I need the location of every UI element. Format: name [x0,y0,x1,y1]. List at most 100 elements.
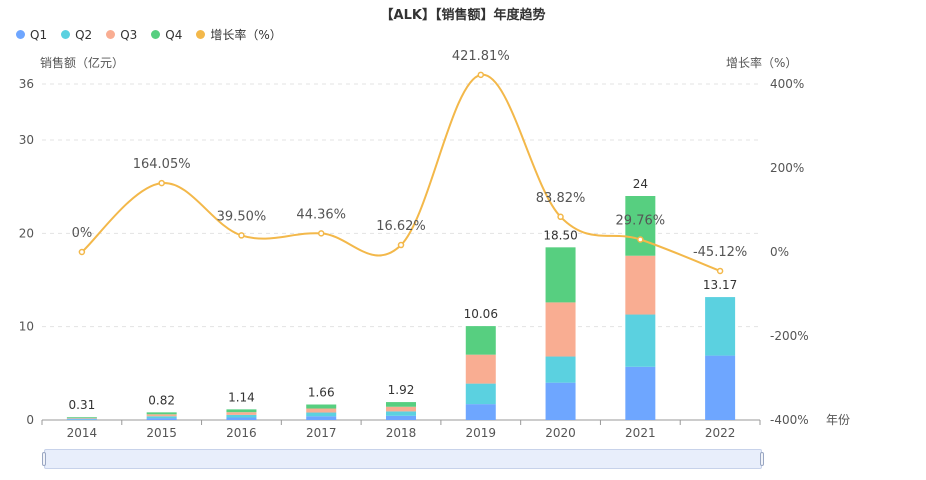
bar-segment-q1 [465,404,496,420]
growth-point [78,248,86,256]
legend-marker-q2 [61,30,71,39]
bar-segment-q4 [146,412,177,415]
bar-segment-q4 [625,196,656,256]
data-zoom-slider[interactable] [42,449,764,469]
bar-segment-q2 [705,297,736,356]
data-zoom-handle-end[interactable] [760,452,764,466]
x-tick-label: 2014 [67,426,98,440]
legend-item-growth[interactable]: 增长率（%） [196,26,282,43]
chart-title: 【ALK】【销售额】年度趋势 [380,8,546,23]
legend-marker-growth [196,30,206,39]
growth-point [637,236,644,243]
y-tick-label-right: 400% [770,77,804,91]
bar-segment-q1 [625,366,656,420]
bar-total-label: 18.50 [543,228,577,242]
bar-segment-q4 [386,402,416,407]
x-tick-label: 2019 [466,426,497,440]
bar-segment-q2 [306,412,337,417]
legend-item-q1[interactable]: Q1 [16,26,47,43]
y-axis-right-label: 增长率（%） [726,56,798,70]
bar-total-label: 0.31 [69,398,96,412]
y-tick-label-right: -400% [770,413,809,427]
y-tick-label-left: 36 [19,77,34,91]
growth-point [477,71,485,79]
bar-segment-q3 [386,406,416,412]
growth-label: 16.62% [376,219,426,234]
growth-point [158,179,165,187]
x-axis-label: 年份 [826,413,851,427]
legend-item-q2[interactable]: Q2 [61,26,92,43]
x-tick-label: 2018 [386,426,417,440]
growth-point [317,230,325,237]
x-tick-label: 2022 [705,426,736,440]
x-tick-label: 2016 [226,426,257,440]
bar-segment-q4 [66,417,97,418]
legend-label-q3: Q3 [120,27,138,42]
growth-label: 83.82% [536,191,586,206]
bar-segment-q1 [386,415,416,420]
x-tick-label: 2017 [306,426,337,440]
bar-segment-q3 [625,255,656,315]
legend-label-q4: Q4 [165,27,183,42]
growth-label: -45.12% [693,245,747,260]
y-tick-label-left: 30 [19,133,34,147]
growth-label: 39.50% [217,209,267,224]
bar-total-label: 1.66 [308,386,335,400]
bar-segment-q4 [226,409,257,413]
data-zoom-handle-start[interactable] [42,452,46,466]
growth-label: 164.05% [133,157,191,172]
bar-segment-q3 [226,412,257,415]
y-axis-left-label: 销售额（亿元） [40,56,125,70]
legend: Q1 Q2 Q3 Q4 增长率（%） [16,26,282,43]
bar-segment-q2 [545,356,576,383]
y-tick-label-left: 0 [26,413,34,427]
bar-segment-q3 [465,354,496,384]
legend-label-q1: Q1 [30,27,48,42]
bar-segment-q2 [66,418,97,420]
bar-segment-q3 [306,408,337,413]
bar-total-label: 10.06 [464,307,498,321]
bar-total-label: 1.92 [388,383,415,397]
y-tick-label-right: -200% [770,329,809,343]
bar-segment-q1 [146,418,177,420]
legend-marker-q3 [106,30,116,39]
bar-segment-q4 [465,326,496,355]
x-tick-label: 2021 [625,426,656,440]
bar-total-label: 0.82 [148,393,175,407]
y-tick-label-left: 20 [19,226,34,240]
y-tick-label-right: 200% [770,161,804,175]
bar-segment-q2 [146,416,177,419]
legend-item-q3[interactable]: Q3 [106,26,137,43]
x-tick-label: 2015 [146,426,177,440]
bar-segment-q2 [465,383,496,405]
bar-segment-q1 [66,419,97,420]
growth-point [238,232,245,239]
bar-segment-q3 [545,302,576,357]
bar-segment-q1 [545,382,576,420]
bar-segment-q2 [226,414,257,418]
bar-segment-q1 [306,416,337,420]
bar-segment-q1 [226,417,257,420]
y-tick-label-right: 0% [770,245,789,259]
legend-label-growth: 增长率（%） [210,28,282,42]
legend-item-q4[interactable]: Q4 [151,26,182,43]
growth-label: 421.81% [452,49,510,64]
growth-label: 29.76% [616,214,666,229]
growth-label: 44.36% [296,207,346,222]
bar-segment-q3 [146,414,177,417]
growth-line [81,73,721,272]
bar-segment-q4 [545,247,576,303]
bar-segment-q3 [66,417,97,419]
growth-label: 0% [72,226,93,241]
bar-total-label: 24 [633,177,648,191]
bar-segment-q2 [625,314,656,367]
bar-segment-q4 [306,404,337,409]
bar-segment-q2 [386,411,416,416]
legend-label-q2: Q2 [75,27,93,42]
growth-point [716,267,724,275]
y-tick-label-left: 10 [19,320,34,334]
x-tick-label: 2020 [545,426,576,440]
growth-point [397,241,405,249]
growth-point [557,213,564,221]
